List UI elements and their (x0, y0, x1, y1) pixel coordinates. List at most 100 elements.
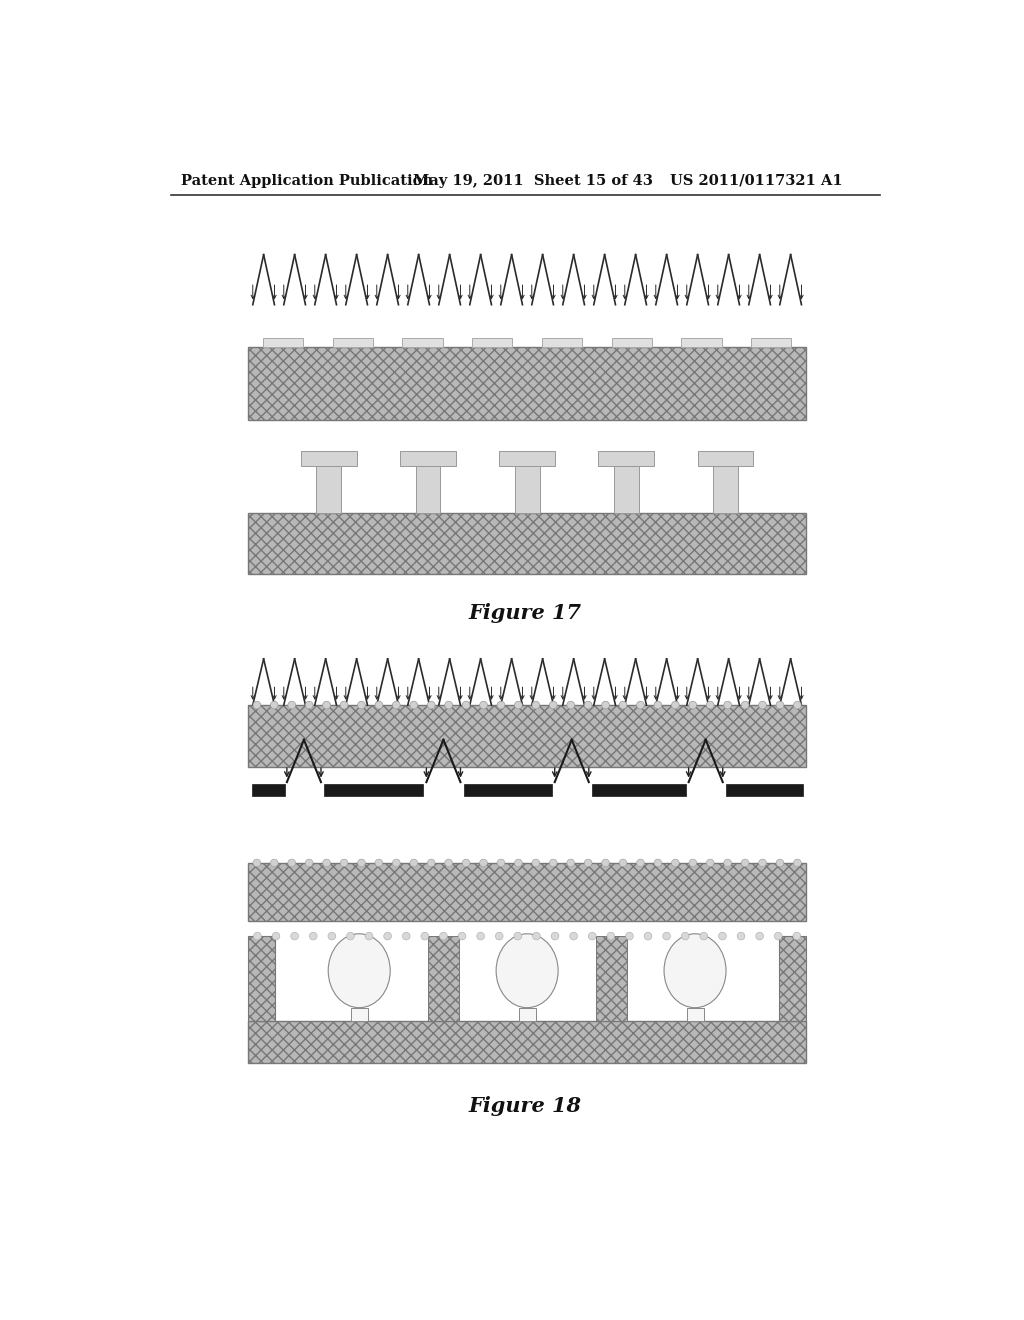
Circle shape (340, 701, 348, 709)
Circle shape (737, 932, 744, 940)
Circle shape (384, 932, 391, 940)
Text: Patent Application Publication: Patent Application Publication (180, 174, 433, 187)
Circle shape (346, 932, 354, 940)
Circle shape (375, 859, 383, 867)
Circle shape (253, 701, 261, 709)
Bar (248, 863, 806, 921)
Circle shape (532, 859, 540, 867)
Bar (515, 466, 540, 512)
Circle shape (724, 859, 731, 867)
Bar (713, 466, 738, 512)
Bar (402, 338, 442, 347)
Circle shape (774, 932, 782, 940)
Circle shape (689, 859, 696, 867)
Bar (248, 1020, 806, 1063)
Circle shape (776, 701, 783, 709)
Circle shape (551, 932, 559, 940)
Circle shape (288, 859, 296, 867)
Bar (611, 338, 652, 347)
Circle shape (759, 859, 766, 867)
Circle shape (672, 859, 679, 867)
Circle shape (567, 859, 574, 867)
Circle shape (794, 859, 802, 867)
Bar (350, 1007, 368, 1020)
Circle shape (637, 859, 644, 867)
Circle shape (620, 701, 627, 709)
Circle shape (392, 701, 400, 709)
Circle shape (620, 859, 627, 867)
Bar (400, 451, 456, 466)
Bar (324, 784, 423, 796)
Bar (263, 338, 303, 347)
Circle shape (514, 932, 521, 940)
Circle shape (794, 701, 802, 709)
Circle shape (366, 932, 373, 940)
Circle shape (340, 859, 348, 867)
Circle shape (270, 859, 279, 867)
Text: May 19, 2011  Sheet 15 of 43: May 19, 2011 Sheet 15 of 43 (414, 174, 653, 187)
Text: Figure 17: Figure 17 (468, 603, 582, 623)
Bar (614, 466, 639, 512)
Circle shape (462, 859, 470, 867)
Circle shape (637, 701, 644, 709)
Bar (592, 784, 685, 796)
Circle shape (585, 859, 592, 867)
Circle shape (479, 701, 487, 709)
Circle shape (427, 859, 435, 867)
Circle shape (741, 701, 749, 709)
Bar (779, 936, 806, 1020)
Bar (472, 338, 512, 347)
Bar (596, 936, 627, 1020)
Circle shape (291, 932, 299, 940)
Circle shape (724, 701, 731, 709)
Bar (542, 338, 583, 347)
Circle shape (663, 932, 671, 940)
Circle shape (532, 701, 540, 709)
Circle shape (514, 859, 522, 867)
Circle shape (497, 701, 505, 709)
Bar (518, 1007, 536, 1020)
Circle shape (477, 932, 484, 940)
Circle shape (357, 701, 366, 709)
Circle shape (756, 932, 764, 940)
Circle shape (305, 701, 313, 709)
Ellipse shape (329, 933, 390, 1007)
Bar (726, 784, 803, 796)
Circle shape (550, 701, 557, 709)
Circle shape (254, 932, 261, 940)
Circle shape (681, 932, 689, 940)
Circle shape (309, 932, 317, 940)
Circle shape (323, 859, 331, 867)
Circle shape (602, 701, 609, 709)
Bar (598, 451, 654, 466)
Bar (316, 466, 341, 512)
Bar (301, 451, 356, 466)
Circle shape (439, 932, 447, 940)
Circle shape (410, 859, 418, 867)
Circle shape (288, 701, 296, 709)
Circle shape (497, 859, 505, 867)
Circle shape (654, 701, 662, 709)
Circle shape (707, 701, 714, 709)
Bar (751, 338, 792, 347)
Bar (428, 936, 459, 1020)
Circle shape (305, 859, 313, 867)
Circle shape (607, 932, 614, 940)
Circle shape (719, 932, 726, 940)
Circle shape (567, 701, 574, 709)
Circle shape (421, 932, 429, 940)
Circle shape (392, 859, 400, 867)
Circle shape (689, 701, 696, 709)
Bar (416, 466, 440, 512)
Circle shape (707, 859, 714, 867)
Bar (248, 512, 806, 574)
Circle shape (776, 859, 783, 867)
Bar (252, 784, 285, 796)
Circle shape (759, 701, 766, 709)
Circle shape (602, 859, 609, 867)
Bar (686, 1007, 703, 1020)
Circle shape (410, 701, 418, 709)
Circle shape (626, 932, 633, 940)
Circle shape (458, 932, 466, 940)
Bar (248, 936, 275, 1020)
